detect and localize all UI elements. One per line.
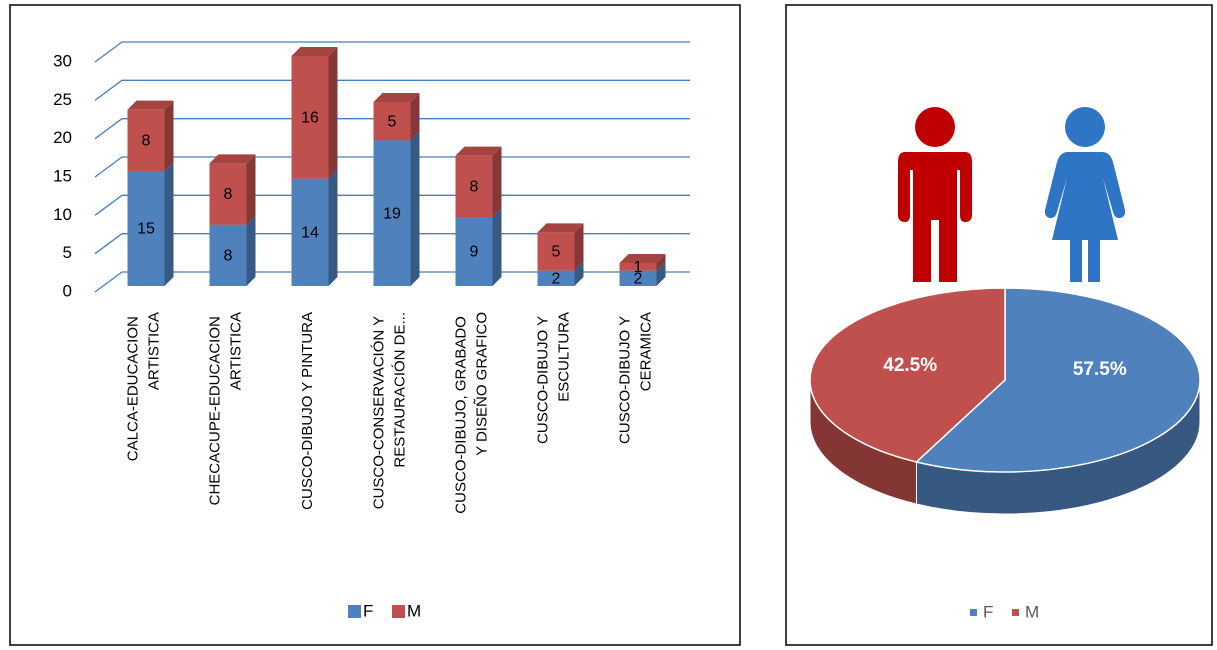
pie-slice [914,287,1201,473]
bar-side [164,100,174,171]
y-tick-label: 20 [53,128,72,147]
bar-side [492,208,502,286]
x-tick-label: CALCA-EDUCACION ARTISTICA [124,312,162,461]
grid-line [94,79,690,101]
x-tick-label: CHECACUPE-EDUCACION ARTISTICA [206,312,244,505]
woman-icon [1044,107,1126,282]
bar [455,217,493,286]
x-tick-label: CUSCO-DIBUJO Y CERAMICA [616,312,654,444]
bar-top [537,223,584,233]
x-tick-label: CUSCO-DIBUJO Y ESCULTURA [534,312,572,444]
y-tick-label: 5 [63,243,72,262]
bar-top [455,146,502,156]
bar-side [574,223,584,271]
grid-line [94,41,690,63]
data-label: 14 [301,225,319,242]
bar [209,163,247,225]
data-label: 5 [388,113,397,130]
pie-slice [809,287,1006,463]
legend-label: M [407,601,421,620]
legend-label: M [1025,602,1039,621]
bar [373,140,411,286]
y-tick-label: 0 [63,281,72,300]
data-label: 8 [470,179,479,196]
bar-side [410,93,420,141]
data-label: 2 [634,271,643,288]
bar-side [246,215,256,286]
bar-side [656,261,666,286]
bar-side [656,254,666,271]
bar-side [410,131,420,286]
bar-side [164,162,174,286]
bar [537,270,575,286]
y-tick-label: 30 [53,51,72,70]
data-label: 8 [224,248,233,265]
y-tick-label: 15 [53,166,72,185]
bar-top [209,154,256,164]
bar [127,171,165,286]
legend-swatch [970,609,977,616]
bar-side [492,146,502,217]
grid-line [94,118,690,140]
bar [373,102,411,141]
data-label: 1 [634,259,643,276]
data-label: 16 [301,110,319,127]
data-label: 8 [142,133,151,150]
data-label: 9 [470,244,479,261]
bar [455,155,493,217]
legend-label: F [363,601,373,620]
legend-swatch [348,605,361,618]
man-icon [898,107,972,282]
y-tick-label: 10 [53,205,72,224]
data-label: 42.5% [883,355,937,376]
bar-top [127,100,174,110]
bar-top [373,93,420,102]
bar [209,224,247,286]
data-label: 2 [552,271,561,288]
x-tick-label: CUSCO-CONSERVACIÓN Y RESTAURACIÓN DE... [370,312,408,509]
legend-label: F [983,602,993,621]
bar-top [291,47,338,56]
bar-side [328,47,338,179]
bar [537,232,575,271]
data-label: 15 [137,221,155,238]
bar [291,178,329,286]
legend-swatch [1012,609,1019,616]
data-label: 57.5% [1073,359,1127,380]
x-tick-label: CUSCO-DIBUJO, GRABADO Y DISEÑO GRAFICO [452,312,490,514]
data-label: 8 [224,186,233,203]
data-label: 5 [552,244,561,261]
bar-side [574,261,584,286]
data-label: 19 [383,205,401,222]
y-tick-label: 25 [53,90,72,109]
bar [619,263,657,271]
bar [127,109,165,171]
bar-top [619,254,666,263]
x-tick-label: CUSCO-DIBUJO Y PINTURA [299,312,316,510]
bar [291,56,329,179]
legend-swatch [392,605,405,618]
bar-side [328,169,338,286]
bar [619,270,657,286]
bar-side [246,154,256,225]
